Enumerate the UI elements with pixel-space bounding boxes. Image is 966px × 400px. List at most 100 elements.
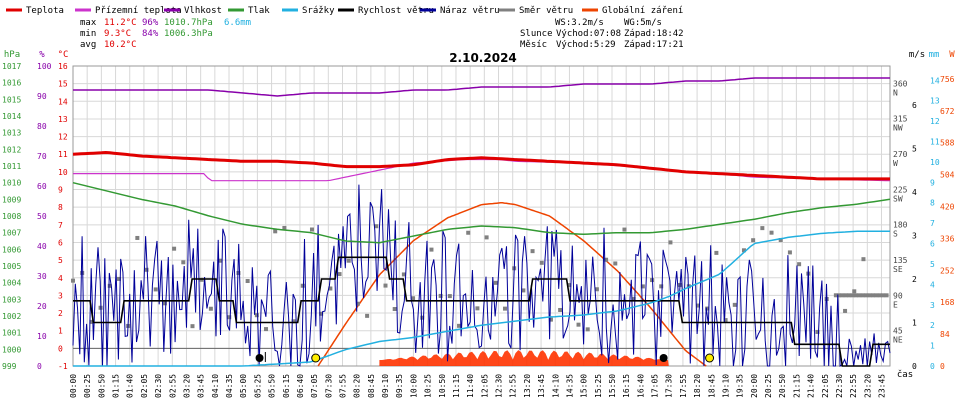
tick-x: 22:05 [821,374,830,398]
tick-x: 20:25 [764,374,773,398]
moon-marker [255,354,264,362]
unit-w: W [949,50,955,60]
tick-hpa: 1017 [2,62,21,71]
wind-dir-dot [613,261,618,266]
tick-x: 12:30 [495,374,504,398]
tick-dir-name: NW [893,124,903,133]
radiation-fill [379,350,669,366]
tick-degc: 10 [58,168,68,177]
tick-hpa: 1001 [2,329,21,338]
tick-degc: 7 [58,221,63,230]
tick-w: 420 [940,203,955,212]
wind-dir-dot [622,227,627,232]
tick-x: 07:30 [324,374,333,398]
tick-x: 01:40 [126,374,135,398]
wind-dir-dot [659,284,664,289]
wind-dir-dot [337,272,342,277]
tick-degc: 11 [58,150,68,159]
wind-dir-dot [365,313,370,318]
tick-x: 15:50 [608,374,617,398]
wind-dir-dot [558,307,563,312]
moon-marker [659,354,668,362]
wind-dir-dot [116,276,121,281]
sun-moon-info: WS:3.2m/s WG:5m/s Slunce Východ:07:08 Zá… [520,18,684,50]
tick-x: 03:20 [182,374,191,398]
tick-pct: 70 [37,152,47,161]
tick-hpa: 1010 [2,179,21,188]
tick-pct: 40 [37,242,47,251]
tick-x: 22:30 [835,374,844,398]
moon-label: Měsíc [520,40,547,50]
tick-pct: 50 [37,212,47,221]
wind-dir-dot [181,260,186,265]
stat-min-hum: 84% [142,29,159,39]
wind-dir-dot [208,306,213,311]
tick-x: 16:40 [636,374,645,398]
tick-w: 588 [940,139,955,148]
tick-mm: 1 [930,342,935,351]
tick-degc: 4 [58,274,63,283]
tick-x: 21:40 [807,374,816,398]
series-wind [73,256,890,367]
tick-degc: 0 [58,344,63,353]
wind-dir-dot [836,293,841,298]
tick-x: 02:05 [140,374,149,398]
tick-dir: 270 [893,150,908,159]
tick-ms: 3 [912,232,917,241]
wind-dir-dot [604,257,609,262]
tick-mm: 4 [930,280,935,289]
wind-dir-dot [80,270,85,275]
wind-dir-dot [567,283,572,288]
stat-rain: 6.6mm [224,18,251,28]
tick-dir: 180 [893,221,908,230]
wind-dir-dot [355,301,360,306]
wind-dir-dot [850,293,855,298]
series-rain [73,230,890,367]
sun-marker [705,353,715,363]
tick-x: 19:10 [721,374,730,398]
tick-x: 15:25 [594,374,603,398]
wind-dir-dot [411,296,416,301]
tick-w: 672 [940,107,955,116]
wind-dir-dot [245,279,250,284]
tick-hpa: 1006 [2,245,21,254]
tick-degc: 14 [58,97,68,106]
tick-ms: 2 [912,275,917,284]
wind-dir-dot [447,294,452,299]
legend-label: Přízemní teplota [95,6,182,16]
tick-ms: 4 [912,188,917,197]
tick-mm: 8 [930,199,935,208]
tick-dir: 360 [893,79,908,88]
tick-pct: 60 [37,182,47,191]
legend-label: Globální záření [602,6,683,16]
tick-dir: 315 [893,115,908,124]
wind-dir-dot [457,323,462,328]
wind-dir-dot [466,230,471,235]
tick-x: 05:50 [268,374,277,398]
legend-label: Rychlost větru [358,6,434,16]
moon-rise: Východ:5:29 [556,40,616,50]
wind-wg: WG:5m/s [624,18,662,28]
wind-dir-dot [190,324,195,329]
tick-degc: 13 [58,115,68,124]
wind-dir-dot [392,307,397,312]
wind-dir-dot [502,306,507,311]
unit-pct: % [39,50,45,60]
wind-dir-dot [576,322,581,327]
tick-hpa: 1008 [2,212,21,221]
tick-x: 00:00 [69,374,78,398]
wind-dir-dot [107,283,112,288]
series-gust [72,184,891,367]
wind-dir-dot [273,229,278,234]
tick-x: 08:45 [367,374,376,398]
tick-dir-name: NE [893,336,903,345]
wind-dir-dot [864,293,869,298]
wind-dir-dot [539,260,544,265]
tick-mm: 9 [930,178,935,187]
tick-w: 336 [940,234,955,243]
tick-x: 12:05 [480,374,489,398]
wind-dir-dot [640,284,645,289]
sun-label: Slunce [520,29,553,39]
tick-dir: 45 [893,327,903,336]
wind-dir-dot [778,237,783,242]
